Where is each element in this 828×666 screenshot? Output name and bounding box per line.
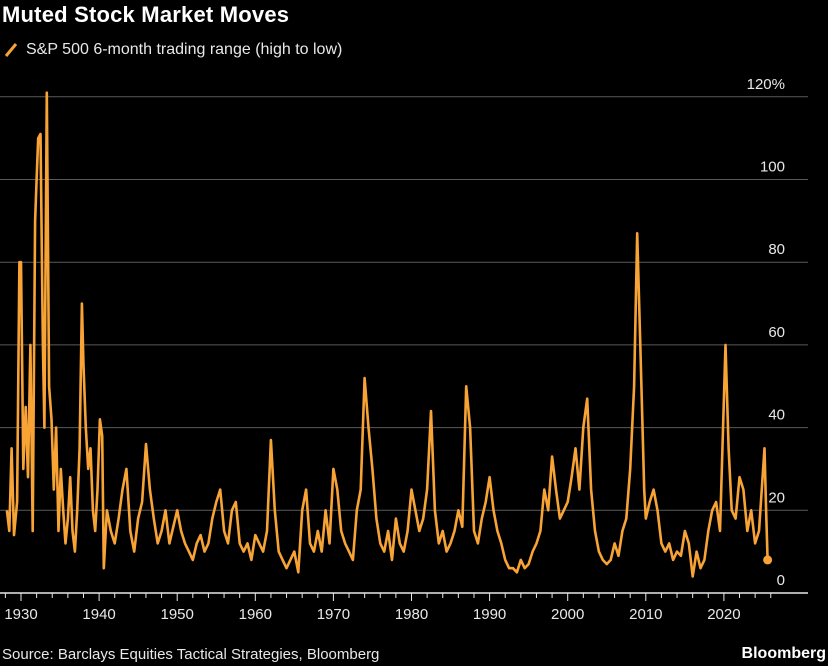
series-end-dot <box>763 555 773 565</box>
chart-title: Muted Stock Market Moves <box>2 2 290 27</box>
bloomberg-logo: Bloomberg <box>741 645 826 662</box>
source-note: Source: Barclays Equities Tactical Strat… <box>2 646 380 663</box>
x-tick-label: 1950 <box>161 606 194 623</box>
x-tick-label: 1940 <box>82 606 115 623</box>
x-tick-label: 1990 <box>473 606 506 623</box>
legend-swatch-icon <box>4 43 18 57</box>
x-tick-label: 1960 <box>239 606 272 623</box>
y-tick-label: 60 <box>768 324 785 341</box>
y-tick-label: 80 <box>768 241 785 258</box>
x-tick-label: 1970 <box>317 606 350 623</box>
y-tick-label: 100 <box>760 159 785 176</box>
x-tick-label: 2010 <box>629 606 662 623</box>
x-tick-label: 2000 <box>551 606 584 623</box>
y-tick-label: 120% <box>747 76 785 93</box>
legend: S&P 500 6-month trading range (high to l… <box>4 41 342 59</box>
chart-plot: 0 20 40 60 80 100 120% 1930 1940 1950 1960 1970 1980… <box>0 76 808 623</box>
y-tick-label: 0 <box>777 572 785 589</box>
y-tick-label: 40 <box>768 407 785 424</box>
series-line <box>5 91 769 578</box>
x-tick-label: 1930 <box>4 606 37 623</box>
legend-label: S&P 500 6-month trading range (high to l… <box>26 41 343 58</box>
x-tick-label: 1980 <box>395 606 428 623</box>
x-tick-label: 2020 <box>707 606 740 623</box>
y-tick-label: 20 <box>768 489 785 506</box>
